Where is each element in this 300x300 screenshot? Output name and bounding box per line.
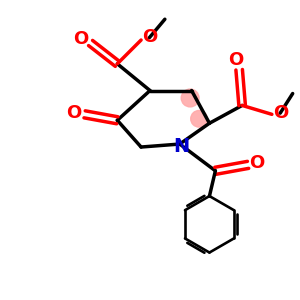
Text: O: O: [66, 104, 81, 122]
Circle shape: [191, 110, 207, 127]
Circle shape: [181, 89, 199, 107]
Text: O: O: [142, 28, 158, 46]
Text: N: N: [173, 137, 189, 156]
Text: O: O: [74, 29, 89, 47]
Text: O: O: [273, 104, 288, 122]
Text: O: O: [249, 154, 264, 172]
Text: O: O: [229, 51, 244, 69]
